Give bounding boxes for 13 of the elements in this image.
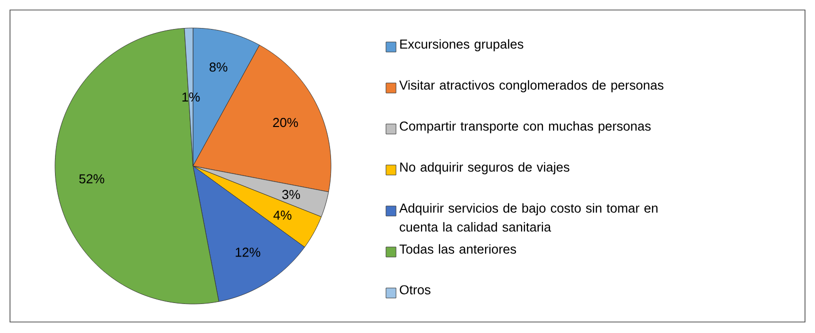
data-label: 52% [79, 174, 104, 184]
legend-label: Adquirir servicios de bajo costo sin tomar en cuenta la calidad sanitaria [399, 203, 658, 232]
legend-label: No adquirir seguros de viajes [400, 162, 570, 174]
data-label: 4% [273, 210, 292, 220]
legend-label: Visitar atractivos conglomerados de personas [399, 80, 664, 92]
data-label: 12% [236, 248, 260, 257]
legend-label: Excursiones grupales [400, 39, 524, 52]
legend-label: Compartir transporte con muchas personas [400, 121, 651, 134]
data-label: 8% [210, 62, 228, 72]
data-label: 3% [282, 190, 300, 200]
legend-label: Todas las anteriores [400, 244, 516, 254]
data-label: 20% [273, 118, 298, 128]
legend-label: Otros [400, 285, 430, 294]
